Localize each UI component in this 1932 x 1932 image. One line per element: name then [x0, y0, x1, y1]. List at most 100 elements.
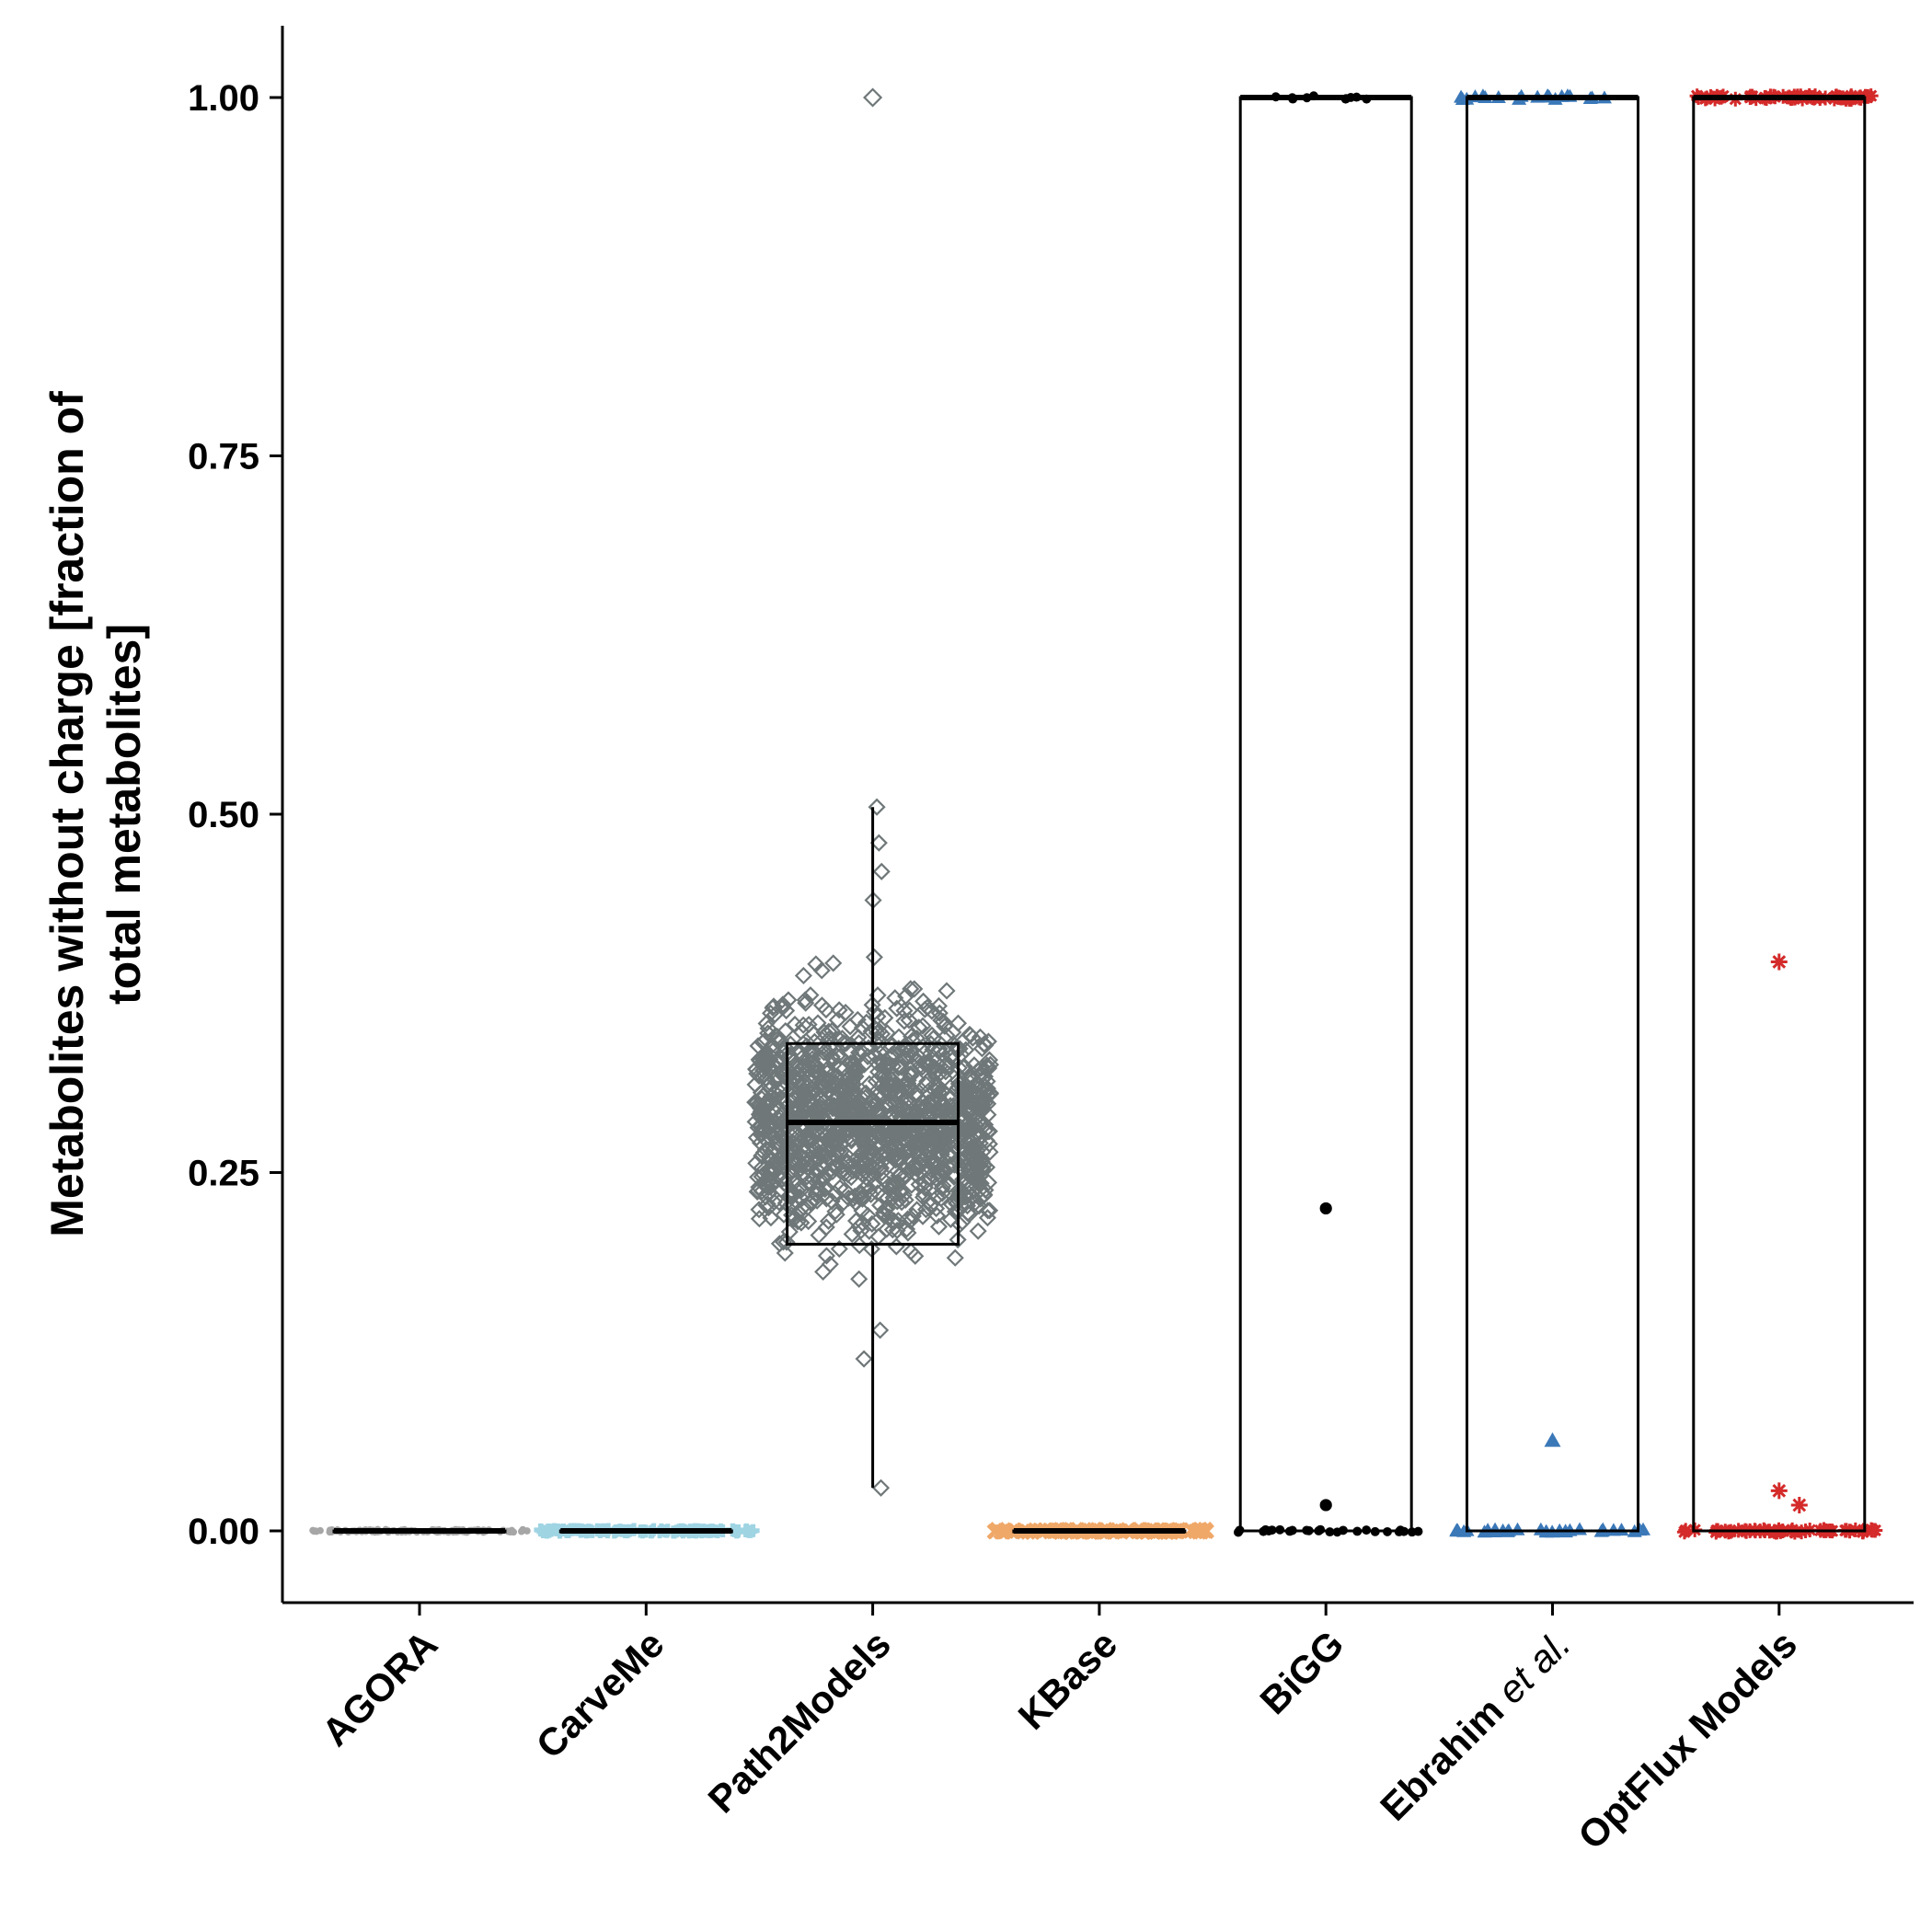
x-tick-label: BiGG — [1251, 1622, 1351, 1722]
data-point — [895, 1012, 914, 1030]
data-point — [768, 1080, 787, 1098]
data-point — [910, 1018, 928, 1037]
data-point — [876, 1081, 894, 1099]
data-point — [806, 1063, 824, 1081]
data-point — [845, 1086, 863, 1104]
data-point — [750, 1201, 768, 1219]
data-point — [774, 995, 792, 1014]
data-point — [825, 1145, 844, 1164]
data-point — [973, 1070, 992, 1088]
data-point — [1198, 1523, 1214, 1539]
data-point — [798, 1132, 816, 1150]
data-point — [887, 1237, 905, 1256]
data-point — [931, 1143, 949, 1161]
box-rect — [1238, 96, 1413, 1533]
data-point — [862, 1185, 880, 1203]
data-point — [765, 1006, 784, 1024]
data-point — [761, 1150, 780, 1168]
y-tick-label: 0.00 — [188, 1512, 259, 1552]
data-point — [946, 1248, 964, 1267]
data-point — [780, 1223, 799, 1241]
box-rect — [1692, 96, 1867, 1533]
data-point — [878, 1024, 896, 1042]
x-tick-label: AGORA — [314, 1622, 446, 1754]
data-point — [971, 1156, 989, 1175]
data-point — [950, 1215, 969, 1234]
data-point — [923, 1002, 941, 1020]
data-point — [770, 1110, 788, 1129]
data-point — [836, 1003, 855, 1022]
data-point — [845, 1152, 863, 1171]
data-point — [763, 1036, 781, 1054]
data-point — [870, 1196, 890, 1214]
data-point — [886, 1151, 905, 1169]
data-point — [929, 996, 949, 1015]
x-tick-label-suffix: et al. — [1481, 1622, 1579, 1719]
data-point — [899, 1071, 917, 1089]
data-point — [795, 1089, 813, 1108]
data-point — [872, 862, 891, 880]
data-point — [981, 1143, 999, 1161]
data-point — [793, 1074, 811, 1092]
data-point — [753, 1147, 771, 1166]
data-point — [868, 798, 886, 816]
data-point — [960, 1112, 978, 1131]
data-point — [928, 1170, 947, 1189]
data-point — [949, 1230, 967, 1249]
series-bigg — [1233, 91, 1423, 1537]
axes-layer — [281, 26, 1914, 1604]
data-point — [1636, 1522, 1651, 1535]
data-point — [820, 1029, 838, 1048]
x-tick-label: KBase — [1010, 1622, 1126, 1738]
data-point — [886, 989, 904, 1007]
data-point — [801, 1151, 820, 1169]
data-point — [871, 1478, 891, 1497]
data-point — [953, 1032, 972, 1051]
data-point — [890, 1059, 908, 1077]
data-point — [776, 1039, 795, 1057]
outlier-point — [1790, 1496, 1808, 1513]
data-point — [746, 1093, 765, 1111]
data-point — [759, 1119, 778, 1137]
data-point — [903, 1207, 922, 1225]
data-point — [868, 1101, 886, 1120]
data-point — [753, 1119, 772, 1137]
data-point — [979, 1122, 997, 1141]
data-point — [969, 1222, 987, 1240]
data-point — [932, 1064, 950, 1082]
box-agora — [332, 1528, 507, 1534]
data-point — [519, 1525, 527, 1534]
box-optflux-models — [1692, 95, 1867, 1533]
data-point — [313, 1527, 320, 1535]
data-point — [901, 1041, 919, 1060]
data-point — [1614, 1523, 1629, 1536]
data-point — [854, 1143, 872, 1161]
data-point — [902, 1242, 920, 1260]
data-point — [968, 1142, 986, 1160]
data-point — [857, 1098, 876, 1117]
data-point — [785, 1052, 803, 1071]
data-point — [759, 1160, 777, 1179]
data-point — [956, 1188, 974, 1206]
data-point — [838, 1155, 857, 1173]
data-point — [882, 1045, 901, 1064]
data-point — [910, 1153, 928, 1171]
data-point — [777, 1001, 796, 1020]
data-point — [928, 1129, 947, 1147]
data-point — [822, 1133, 841, 1151]
data-point — [925, 1156, 943, 1174]
data-point — [803, 1103, 822, 1121]
box-rect — [786, 1041, 960, 1246]
y-axis-title-line1: Metabolites without charge [fraction of — [41, 391, 93, 1237]
data-point — [978, 1056, 996, 1075]
data-point — [972, 1095, 991, 1113]
data-point — [895, 1002, 914, 1020]
data-point — [865, 948, 883, 966]
data-point — [759, 1117, 777, 1135]
data-point — [907, 1084, 926, 1102]
data-point — [776, 1244, 794, 1262]
data-point — [809, 1181, 828, 1200]
data-point — [796, 1120, 814, 1138]
data-point — [869, 1055, 888, 1074]
data-point — [747, 1154, 765, 1172]
